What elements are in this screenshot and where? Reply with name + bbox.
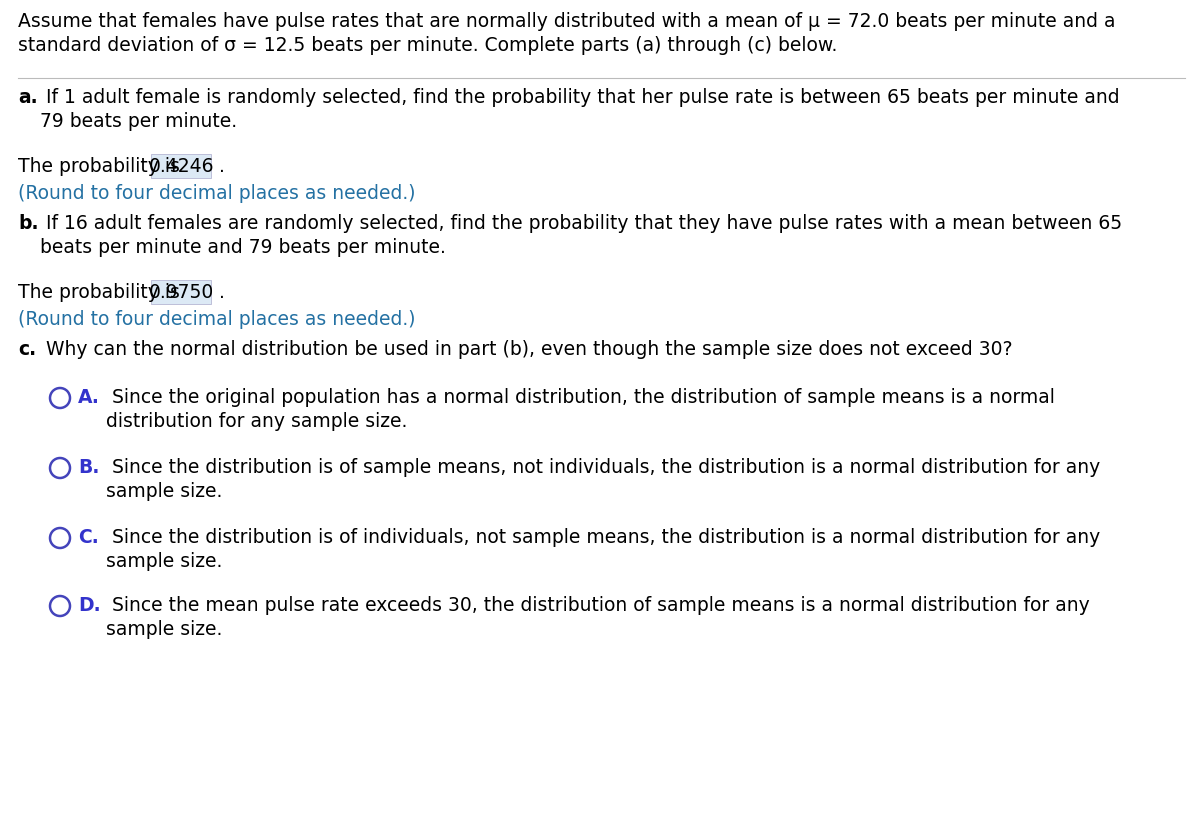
Text: The probability is: The probability is	[18, 157, 186, 176]
FancyBboxPatch shape	[151, 280, 211, 304]
Text: Why can the normal distribution be used in part (b), even though the sample size: Why can the normal distribution be used …	[40, 340, 1013, 359]
Text: 79 beats per minute.: 79 beats per minute.	[40, 112, 238, 131]
Text: c.: c.	[18, 340, 36, 359]
Text: The probability is: The probability is	[18, 283, 186, 302]
Text: a.: a.	[18, 88, 37, 107]
Text: (Round to four decimal places as needed.): (Round to four decimal places as needed.…	[18, 310, 415, 329]
Text: (Round to four decimal places as needed.): (Round to four decimal places as needed.…	[18, 184, 415, 203]
Text: Since the distribution is of sample means, not individuals, the distribution is : Since the distribution is of sample mean…	[106, 458, 1100, 477]
Text: Since the mean pulse rate exceeds 30, the distribution of sample means is a norm: Since the mean pulse rate exceeds 30, th…	[106, 596, 1090, 615]
FancyBboxPatch shape	[151, 154, 211, 178]
Text: beats per minute and 79 beats per minute.: beats per minute and 79 beats per minute…	[40, 238, 446, 257]
Text: B.: B.	[78, 458, 100, 477]
Text: sample size.: sample size.	[106, 620, 222, 639]
Text: Assume that females have pulse rates that are normally distributed with a mean o: Assume that females have pulse rates tha…	[18, 12, 1116, 31]
Text: .: .	[214, 157, 224, 176]
Text: Since the distribution is of individuals, not sample means, the distribution is : Since the distribution is of individuals…	[106, 528, 1100, 547]
Text: If 1 adult female is randomly selected, find the probability that her pulse rate: If 1 adult female is randomly selected, …	[40, 88, 1120, 107]
Text: .: .	[214, 283, 224, 302]
Text: C.: C.	[78, 528, 98, 547]
Text: A.: A.	[78, 388, 100, 407]
Text: D.: D.	[78, 596, 101, 615]
Text: b.: b.	[18, 214, 38, 233]
Text: 0.9750: 0.9750	[149, 284, 214, 303]
Text: sample size.: sample size.	[106, 552, 222, 571]
Text: If 16 adult females are randomly selected, find the probability that they have p: If 16 adult females are randomly selecte…	[40, 214, 1122, 233]
Text: sample size.: sample size.	[106, 482, 222, 501]
Text: 0.4246: 0.4246	[149, 157, 214, 176]
Text: distribution for any sample size.: distribution for any sample size.	[106, 412, 407, 431]
Text: Since the original population has a normal distribution, the distribution of sam: Since the original population has a norm…	[106, 388, 1055, 407]
Text: standard deviation of σ = 12.5 beats per minute. Complete parts (a) through (c) : standard deviation of σ = 12.5 beats per…	[18, 36, 838, 55]
